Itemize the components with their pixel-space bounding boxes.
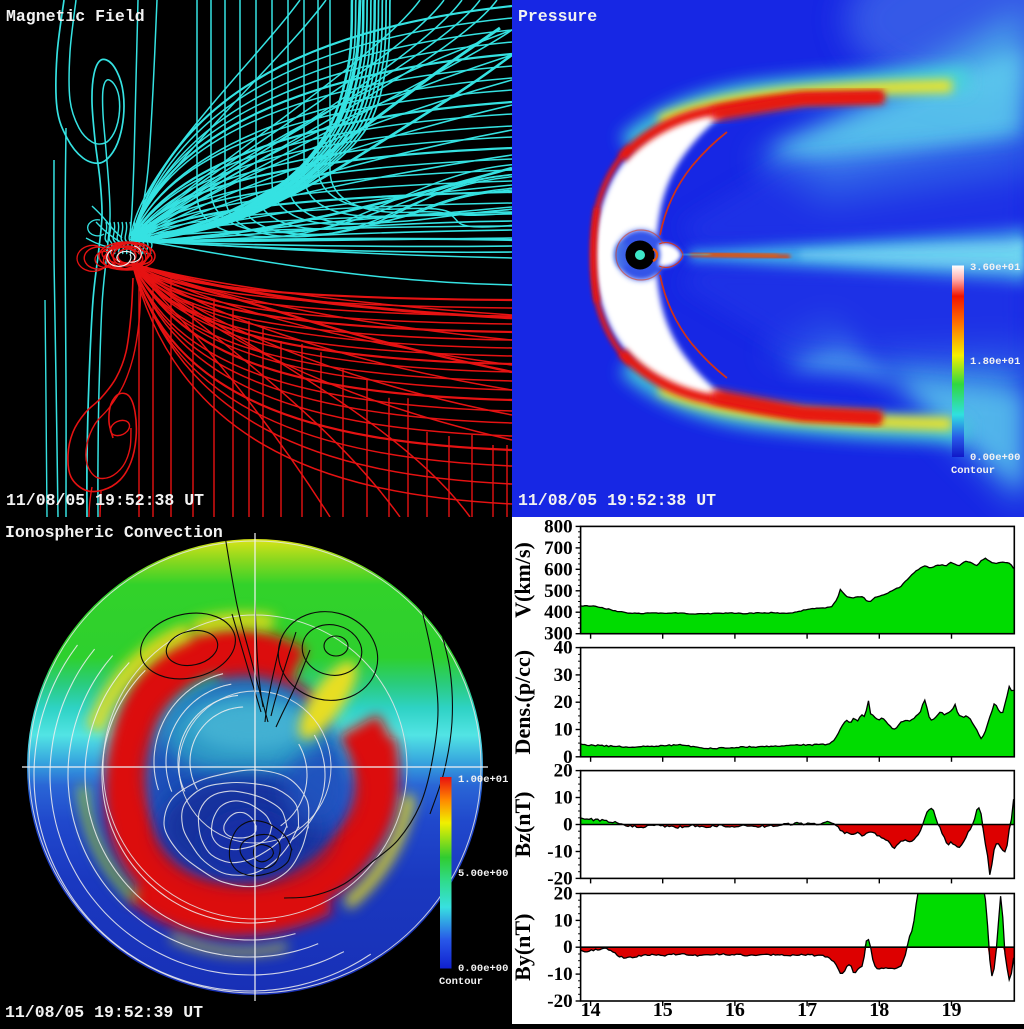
svg-text:300: 300: [544, 624, 573, 645]
svg-text:18: 18: [869, 999, 889, 1021]
svg-text:-20: -20: [547, 868, 572, 889]
svg-text:11/08/05 19:52:39 UT: 11/08/05 19:52:39 UT: [5, 1003, 203, 1022]
svg-text:15: 15: [653, 999, 673, 1021]
svg-text:Dens.(p/cc): Dens.(p/cc): [510, 650, 535, 754]
svg-text:14: 14: [581, 999, 601, 1021]
svg-text:17: 17: [797, 999, 817, 1021]
svg-text:Ionospheric Convection: Ionospheric Convection: [5, 523, 223, 542]
svg-text:By(nT): By(nT): [510, 914, 535, 981]
svg-text:3.60e+01: 3.60e+01: [970, 262, 1020, 274]
svg-text:1.00e+01: 1.00e+01: [458, 774, 508, 786]
svg-text:20: 20: [554, 761, 573, 782]
svg-text:19: 19: [942, 999, 962, 1021]
svg-text:-10: -10: [547, 964, 572, 985]
svg-text:40: 40: [554, 638, 573, 659]
svg-text:Contour: Contour: [439, 976, 483, 988]
svg-text:0: 0: [563, 937, 573, 958]
svg-text:800: 800: [544, 516, 573, 537]
svg-text:10: 10: [554, 910, 573, 931]
svg-text:V(km/s): V(km/s): [510, 542, 535, 618]
svg-text:500: 500: [544, 581, 573, 602]
svg-text:400: 400: [544, 602, 573, 623]
svg-text:-20: -20: [547, 991, 572, 1012]
svg-text:11/08/05 19:52:38 UT: 11/08/05 19:52:38 UT: [6, 491, 204, 510]
svg-text:0.00e+00: 0.00e+00: [458, 963, 508, 975]
svg-text:20: 20: [554, 692, 573, 713]
svg-text:10: 10: [554, 788, 573, 809]
svg-text:0.00e+00: 0.00e+00: [970, 452, 1020, 464]
svg-text:20: 20: [554, 884, 573, 905]
svg-text:600: 600: [544, 559, 573, 580]
svg-text:0: 0: [563, 747, 573, 768]
svg-text:5.00e+00: 5.00e+00: [458, 868, 508, 880]
svg-text:Magnetic Field: Magnetic Field: [6, 7, 145, 26]
svg-text:-10: -10: [547, 842, 572, 863]
svg-text:0: 0: [563, 815, 573, 836]
svg-text:1.80e+01: 1.80e+01: [970, 356, 1020, 368]
svg-text:11/08/05 19:52:38 UT: 11/08/05 19:52:38 UT: [518, 491, 716, 510]
svg-text:16: 16: [725, 999, 745, 1021]
svg-text:30: 30: [554, 665, 573, 686]
svg-text:Contour: Contour: [951, 465, 995, 477]
svg-text:Bz(nT): Bz(nT): [510, 792, 535, 858]
svg-text:10: 10: [554, 720, 573, 741]
svg-text:700: 700: [544, 538, 573, 559]
svg-text:Pressure: Pressure: [518, 7, 597, 26]
